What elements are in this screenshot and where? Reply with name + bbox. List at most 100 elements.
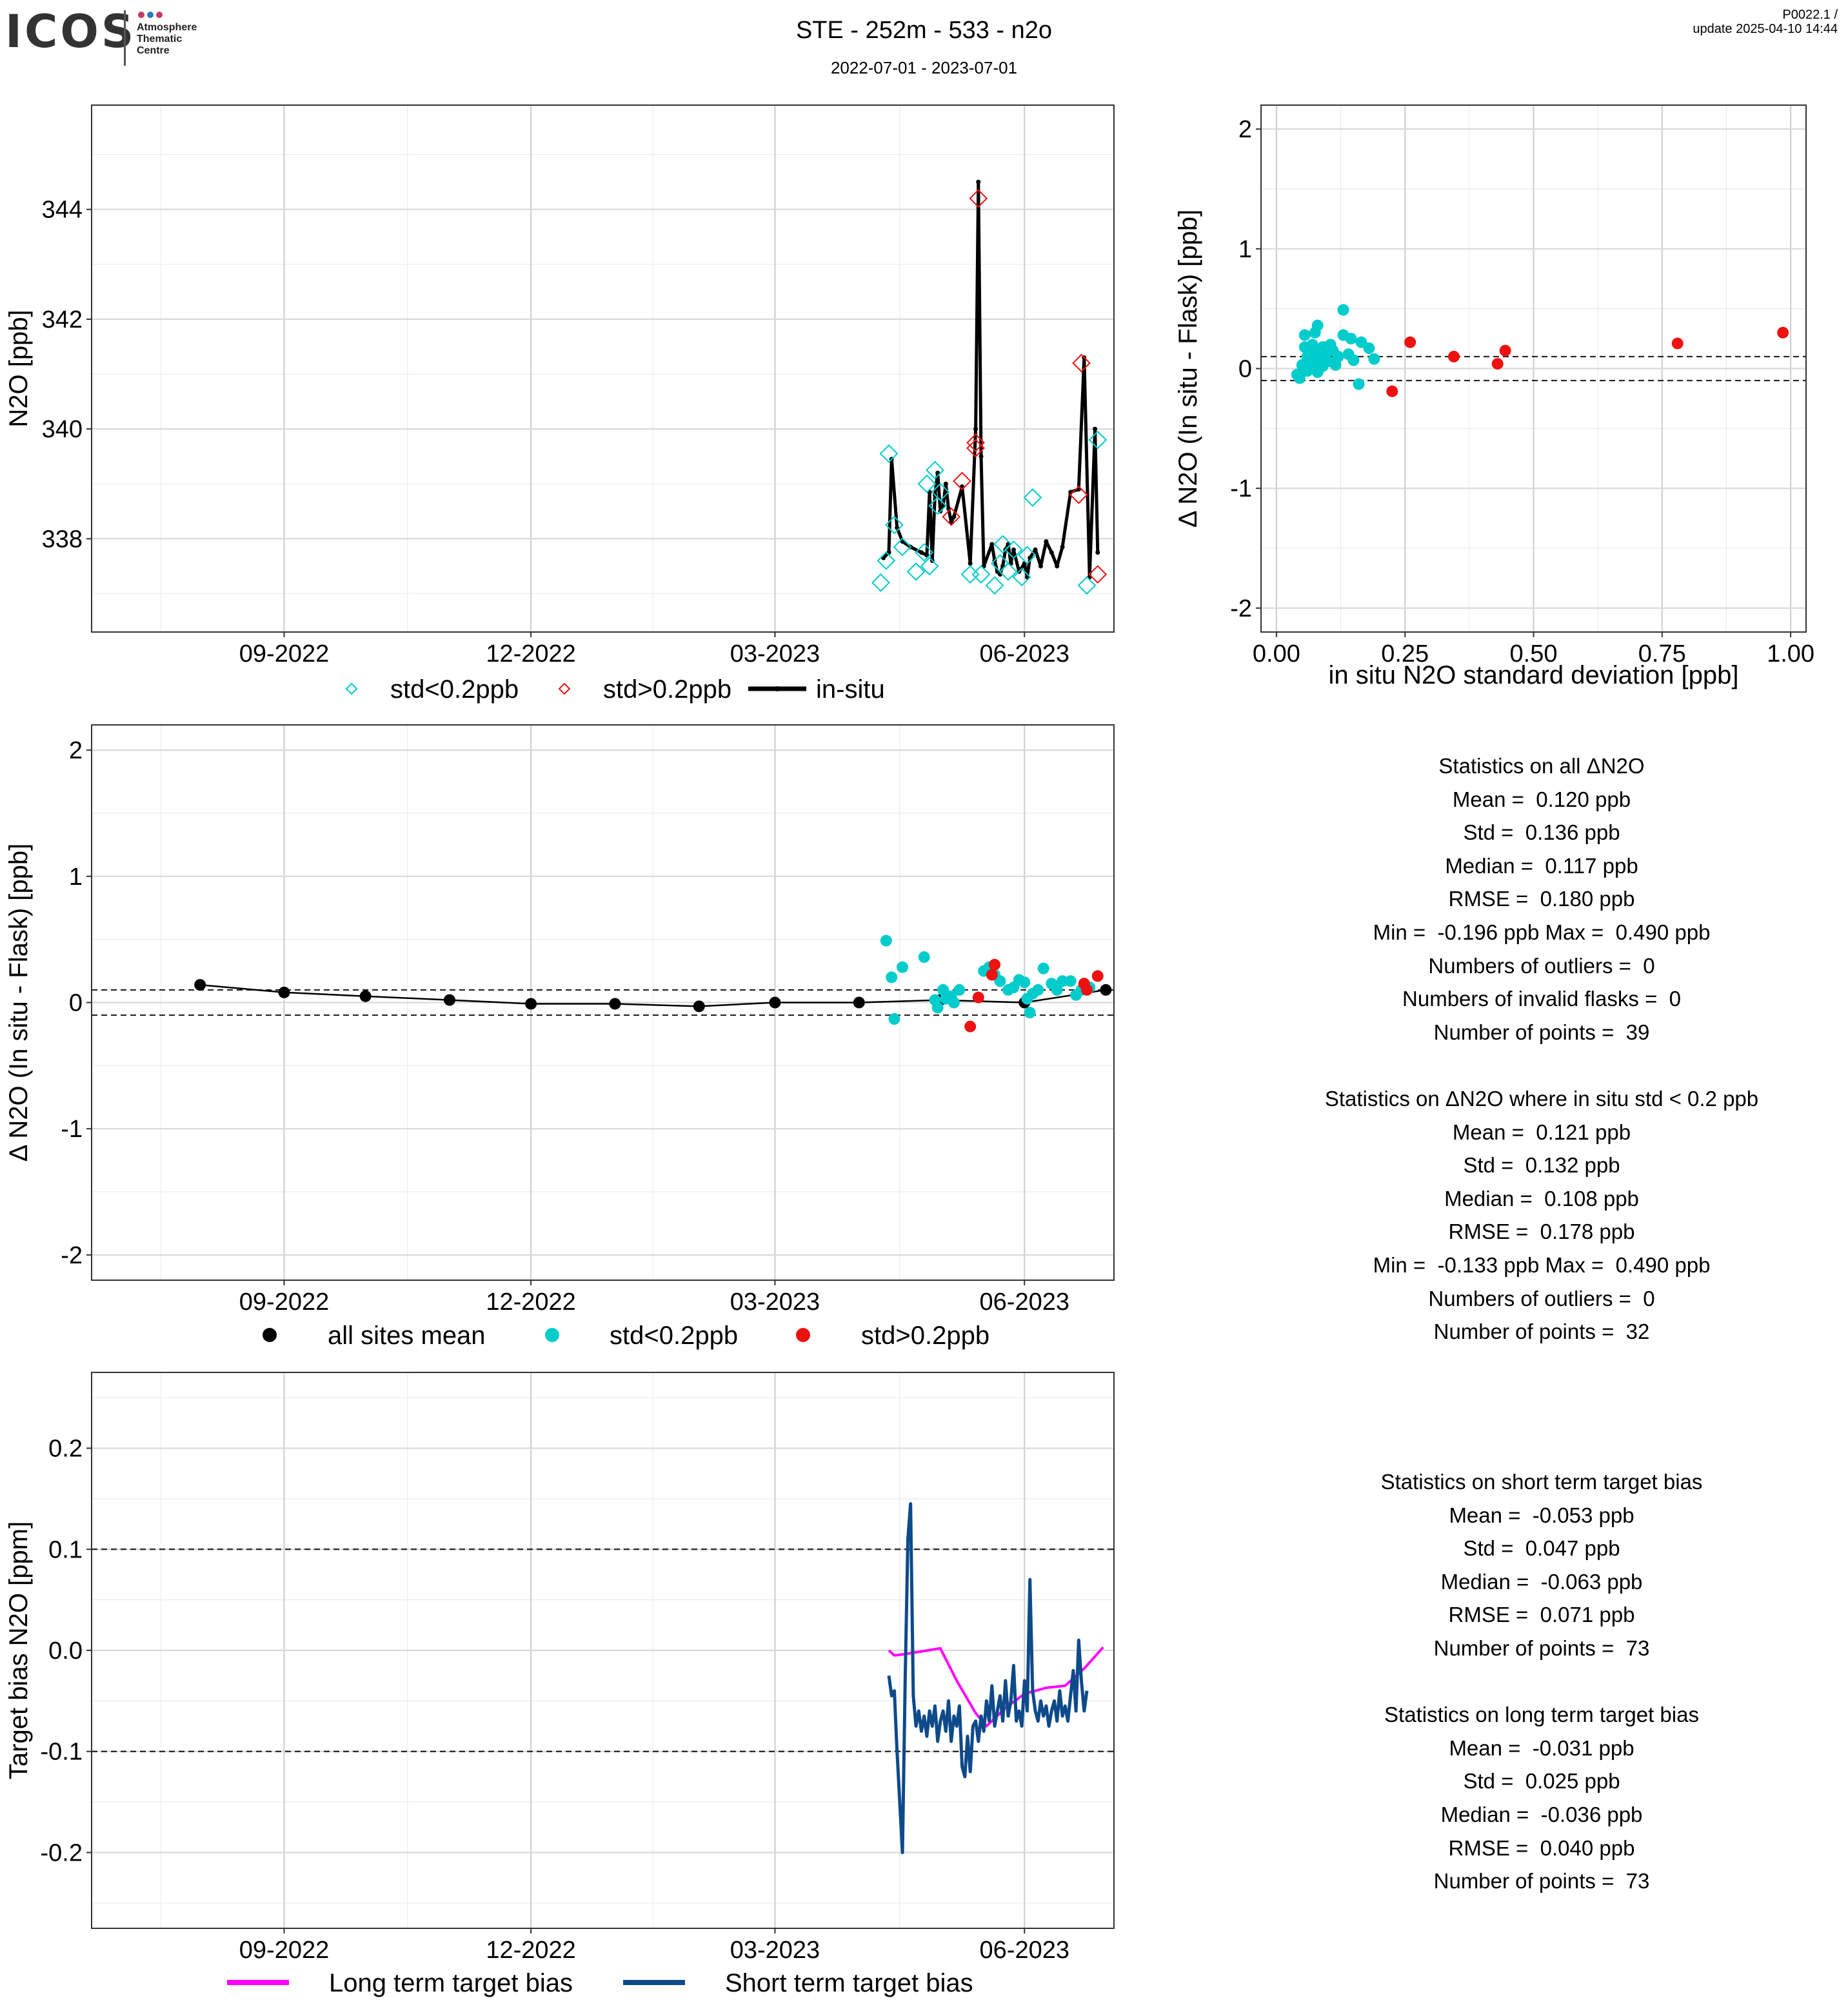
in-situ-point [1049,550,1054,555]
x-tick-label: 0.50 [1510,640,1558,667]
flask-low-std-point [999,562,1018,581]
flask-low-std-point [1004,540,1023,559]
low-std-point [931,1002,944,1014]
legend-sites-mean-label: all sites mean [328,1321,486,1350]
x-tick-label: 06-2023 [980,640,1069,667]
y-tick-label: 0 [1238,356,1252,383]
low-std-point [1347,354,1360,366]
stats-target-line: Number of points = 73 [1433,1636,1650,1660]
stats-target-line: RMSE = 0.040 ppb [1448,1835,1635,1860]
logo-sub-line-3: Centre [137,45,170,56]
x-tick-label: 0.75 [1638,640,1686,667]
flask-low-std-point [915,543,934,562]
x-tick-label: 12-2022 [486,1937,575,1964]
flask-low-std-point [885,515,904,535]
in-situ-point [989,542,995,547]
logo-dot-3 [156,12,163,18]
logo-sub-line-2: Thematic [137,34,183,44]
flask-low-std-point [928,496,948,515]
y-tick-label: 340 [42,416,83,443]
logo-dot-1 [138,12,144,18]
in-situ-point [919,550,924,555]
y-tick-label: -1 [61,1116,83,1143]
stats-all-line: RMSE = 0.178 ppb [1448,1220,1635,1244]
in-situ-point [951,514,957,519]
x-tick-label: 06-2023 [980,1937,1069,1964]
x-tick-label: 0.00 [1253,640,1300,667]
legend-low-std-label: std<0.2ppb [390,675,519,704]
high-std-point [1091,970,1104,982]
y-tick-label: 344 [42,197,83,224]
legend-low-std-key [545,1328,559,1342]
legend-sites-mean-key [263,1328,277,1342]
legend-long-term-label: Long term target bias [329,1969,573,1997]
sites-mean-point [853,996,865,1009]
low-std-point [1298,329,1311,341]
y-axis-label: Δ N2O (In situ - Flask) [ppb] [1174,210,1202,528]
low-std-point [1301,365,1313,377]
flask-low-std-point [985,576,1004,595]
stats-all-line: RMSE = 0.180 ppb [1448,887,1635,911]
stats-all-line: Statistics on all ΔN2O [1438,754,1645,778]
in-situ-point [1044,539,1049,544]
short-term-bias-line [887,1502,1089,1854]
high-std-point [1499,344,1511,357]
flask-low-std-point [1088,430,1108,450]
sites-mean-point [194,979,206,991]
flask-high-std-point [966,433,985,452]
legend-in-situ-label: in-situ [816,675,885,704]
x-tick-label: 1.00 [1767,640,1814,667]
stats-target-line: Mean = -0.031 ppb [1449,1735,1634,1760]
in-situ-point [973,426,979,431]
high-std-point [1777,326,1789,339]
stats-target-line: Statistics on long term target bias [1384,1703,1699,1727]
in-situ-point [1011,547,1016,552]
low-std-point [880,934,892,947]
low-std-point [994,975,1006,987]
legend-high-std-label: std>0.2ppb [603,675,731,704]
low-std-point [1337,304,1349,316]
flask-high-std-point [953,471,971,491]
legend-in-situ-dot [775,686,780,691]
x-tick-label: 0.25 [1381,640,1429,667]
legend-low-std-key [345,682,358,695]
stats-all-line: Numbers of outliers = 0 [1428,1286,1655,1310]
x-axis-label: in situ N2O standard deviation [ppb] [1329,661,1739,689]
stats-all-line: Min = -0.196 ppb Max = 0.490 ppb [1373,920,1711,944]
low-std-point [1353,378,1365,390]
high-std-point [986,969,998,981]
in-situ-point [1038,564,1043,569]
stats-all-line: Numbers of invalid flasks = 0 [1402,987,1681,1011]
page-title: STE - 252m - 533 - n2o [795,17,1053,44]
x-tick-label: 03-2023 [730,640,820,667]
flask-high-std-point [966,439,985,458]
flask-low-std-point [906,562,926,581]
low-std-point [1363,342,1375,354]
stats-target-line [1226,1665,1848,1699]
low-std-point [953,984,966,996]
sites-mean-point [443,994,455,1006]
stats-all-line: Median = 0.108 ppb [1444,1186,1639,1211]
y-tick-label: -2 [61,1242,83,1269]
low-std-point [1057,975,1069,987]
flask-low-std-point [1018,546,1037,565]
high-std-point [989,958,1001,971]
flask-high-std-point [1072,353,1091,373]
high-std-point [1491,358,1504,370]
stats-target-line: Median = -0.036 ppb [1440,1802,1643,1826]
logo-dots-icon [138,12,163,18]
chart-delta_timeseries: 09-2022 12-2022 03-2023 06-2023 -2 -1 0 1 2 Δ N2O… [5,724,1115,1350]
low-std-point [1024,1007,1036,1019]
in-situ-point [1055,564,1060,569]
y-tick-label: 0.2 [48,1436,83,1463]
y-tick-label: -0.2 [41,1839,83,1866]
in-situ-point [979,454,984,459]
y-tick-label: 0.1 [48,1536,83,1563]
in-situ-point [1033,547,1038,552]
high-std-point [1080,984,1093,996]
x-tick-label: 09-2022 [239,640,329,667]
flask-low-std-point [879,444,899,463]
high-std-point [964,1020,977,1033]
legend-high-std-label: std>0.2ppb [861,1321,989,1350]
low-std-point [1306,339,1318,351]
